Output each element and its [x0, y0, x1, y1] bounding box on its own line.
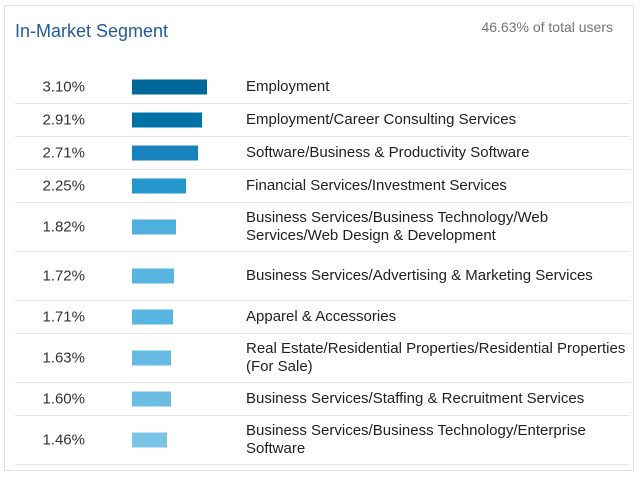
table-row[interactable]: 1.60% Business Services/Staffing & Recru…	[15, 383, 630, 416]
row-label: Software/Business & Productivity Softwar…	[246, 144, 530, 161]
row-label: Employment/Career Consulting Services	[246, 111, 517, 128]
row-bar	[132, 178, 186, 194]
row-percent: 2.25%	[42, 177, 85, 195]
row-bar	[132, 145, 198, 161]
row-label: Business Services/Business Technology/We…	[246, 209, 549, 244]
row-bar	[132, 79, 207, 95]
table-row[interactable]: 1.72% Business Services/Advertising & Ma…	[15, 252, 630, 301]
table-row[interactable]: 1.82% Business Services/Business Technol…	[15, 203, 630, 252]
table-row[interactable]: 1.63% Real Estate/Residential Properties…	[15, 334, 630, 383]
table-row[interactable]: 2.91% Employment/Career Consulting Servi…	[15, 104, 630, 137]
row-label: Employment	[246, 78, 330, 95]
row-bar	[132, 432, 167, 448]
row-percent: 1.71%	[42, 308, 85, 326]
row-label: Apparel & Accessories	[246, 308, 397, 325]
row-percent: 1.46%	[42, 431, 85, 449]
table-row[interactable]: 1.71% Apparel & Accessories	[15, 301, 630, 334]
total-users-share: 46.63% of total users	[481, 19, 613, 35]
row-percent: 1.60%	[42, 390, 85, 408]
row-bar	[132, 112, 202, 128]
table-row[interactable]: 3.10% Employment	[15, 71, 630, 104]
row-bar	[132, 350, 171, 366]
row-label: Financial Services/Investment Services	[246, 177, 507, 194]
row-bar	[132, 268, 174, 284]
row-label: Business Services/Business Technology/En…	[246, 422, 586, 457]
card-title: In-Market Segment	[15, 21, 169, 41]
in-market-segment-card: In-Market Segment 46.63% of total users …	[4, 5, 634, 471]
row-bar	[132, 391, 171, 407]
row-percent: 1.63%	[42, 349, 85, 367]
row-percent: 2.91%	[42, 111, 85, 129]
row-bar	[132, 219, 176, 235]
table-row[interactable]: 1.46% Business Services/Business Technol…	[15, 416, 630, 465]
row-percent: 3.10%	[42, 78, 85, 96]
row-percent: 1.72%	[42, 267, 85, 285]
row-label: Business Services/Advertising & Marketin…	[246, 267, 593, 284]
row-percent: 2.71%	[42, 144, 85, 162]
card-header: In-Market Segment 46.63% of total users	[5, 6, 633, 56]
segment-table: 3.10% Employment 2.91% Employment/Career…	[15, 71, 630, 465]
row-label: Business Services/Staffing & Recruitment…	[246, 390, 585, 407]
row-label: Real Estate/Residential Properties/Resid…	[246, 340, 626, 375]
row-percent: 1.82%	[42, 218, 85, 236]
row-bar	[132, 309, 173, 325]
table-row[interactable]: 2.25% Financial Services/Investment Serv…	[15, 170, 630, 203]
table-row[interactable]: 2.71% Software/Business & Productivity S…	[15, 137, 630, 170]
